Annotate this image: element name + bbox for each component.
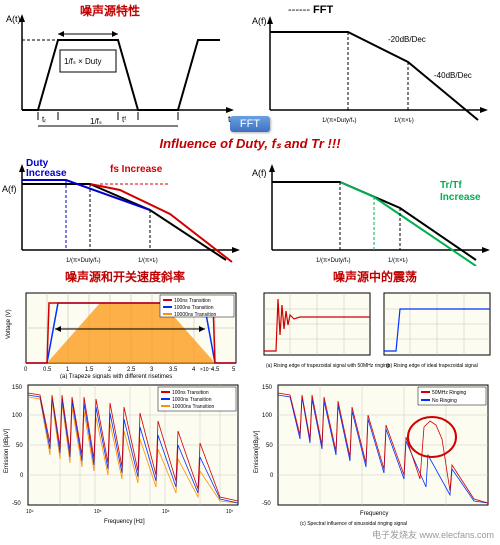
svg-text:5: 5 (232, 367, 236, 373)
svg-text:150: 150 (12, 385, 23, 391)
trap-ylabel: Voltage (V) (6, 309, 12, 339)
ringing-chart: (a) Rising edge of trapezoidal signal wi… (250, 287, 500, 379)
trtf-label: Tr/Tf (440, 180, 462, 191)
fft-envelope-panel: ------ FFT A(f) -20dB/Dec -40dB/Dec 1/(π… (248, 0, 500, 128)
tr-label: tᵣ (42, 115, 46, 124)
trapezoid-time-chart: A(t) t tᵣ tᶠ 1/fₛ 1/fₛ × Duty (0, 0, 248, 128)
af-label-2: A(f) (2, 184, 17, 194)
sl-leg2: 10000ns Transition (172, 404, 214, 410)
leg-10000ns: 10000ns Transition (174, 312, 216, 318)
svg-text:1: 1 (66, 367, 70, 373)
sl-xlabel: Frequency [Hz] (104, 519, 145, 525)
trapeze-chart: 100ns Transition 1000ns Transition 10000… (0, 287, 250, 379)
svg-text:10⁶: 10⁶ (162, 509, 170, 515)
sr-ylabel: Emission[dBµV] (254, 430, 260, 473)
duty-label-2: Increase (26, 168, 67, 179)
svg-text:150: 150 (262, 385, 273, 391)
ringing-panel: (a) Rising edge of trapezoidal signal wi… (250, 287, 500, 379)
fs-label: fs Increase (110, 164, 163, 175)
svg-text:10⁷: 10⁷ (226, 509, 234, 515)
xtick1: 1/(π×Duty/fₛ) (322, 118, 357, 124)
svg-text:10⁵: 10⁵ (94, 509, 102, 515)
sl-leg0: 100ns Transition (172, 390, 209, 396)
svg-text:0: 0 (20, 473, 24, 479)
duty-fs-chart: A(f) Duty Increase fs Increase 1/(π×Duty… (0, 154, 250, 266)
ring-cap-b: (b) Rising edge of ideal trapezoidal sig… (386, 363, 478, 369)
sl-ylabel: Emission [dBµV] (4, 429, 10, 473)
svg-text:0: 0 (24, 367, 28, 373)
trtf-label-2: Increase (440, 192, 481, 203)
af-label: A(f) (252, 16, 267, 26)
ml-xtick2: 1/(π×tᵣ) (138, 258, 158, 264)
trapeze-panel: 100ns Transition 1000ns Transition 10000… (0, 287, 250, 379)
watermark: 电子发烧友 www.elecfans.com (372, 528, 494, 541)
svg-text:-50: -50 (262, 501, 271, 507)
spectrum-right-chart: 50MHz Ringing No Ringing 150 100 50 0 -50 Em… (250, 379, 500, 529)
svg-text:0.5: 0.5 (43, 367, 52, 373)
ml-xtick1: 1/(π×Duty/fₛ) (66, 258, 101, 264)
tf-label: tᶠ (122, 115, 126, 124)
svg-text:2: 2 (108, 367, 112, 373)
svg-text:-50: -50 (12, 501, 21, 507)
af-label-3: A(f) (252, 168, 267, 178)
sr-xlabel: Frequency (360, 511, 388, 517)
svg-text:2.5: 2.5 (127, 367, 136, 373)
tr-tf-panel: A(f) Tr/Tf Increase 1/(π×Duty/fₛ) 1/(π×t… (250, 154, 500, 266)
tr-tf-chart: A(f) Tr/Tf Increase 1/(π×Duty/fₛ) 1/(π×t… (250, 154, 500, 266)
leg-1000ns: 1000ns Transition (174, 305, 214, 311)
svg-text:3.5: 3.5 (169, 367, 178, 373)
spectrum-left-chart: 100ns Transition 1000ns Transition 10000… (0, 379, 250, 529)
noise-source-time-panel: 噪声源特性 A(t) t tᵣ tᶠ 1/fₛ 1/ (0, 0, 248, 128)
spectrum-right-panel: 50MHz Ringing No Ringing 150 100 50 0 -50 Em… (250, 379, 500, 529)
sl-leg1: 1000ns Transition (172, 397, 212, 403)
svg-text:0: 0 (270, 473, 274, 479)
fft-envelope-chart: A(f) -20dB/Dec -40dB/Dec 1/(π×Duty/fₛ) 1… (248, 0, 500, 128)
svg-text:3: 3 (150, 367, 154, 373)
main-title: Influence of Duty, fₛ and Tr !!! (0, 134, 500, 154)
sr-leg0: 50MHz Ringing (432, 390, 466, 396)
leg-100ns: 100ns Transition (174, 298, 211, 304)
period-label: 1/fₛ (90, 117, 102, 126)
section-left-title: 噪声源和开关速度斜率 (0, 268, 250, 285)
sr-caption: (c) Spectral influence of sinusoidal rin… (300, 521, 407, 527)
y-axis-label: A(t) (6, 14, 21, 24)
section-right-title: 噪声源中的震荡 (250, 268, 500, 285)
fft-text: FFT (313, 4, 333, 16)
svg-text:50: 50 (16, 443, 23, 449)
xtick2: 1/(π×tᵣ) (394, 118, 414, 124)
svg-text:100: 100 (12, 413, 23, 419)
slope-40db: -40dB/Dec (434, 71, 472, 80)
spectrum-left-panel: 100ns Transition 1000ns Transition 10000… (0, 379, 250, 529)
svg-text:×10⁻⁵: ×10⁻⁵ (200, 367, 213, 373)
svg-text:50: 50 (266, 443, 273, 449)
duty-fs-panel: A(f) Duty Increase fs Increase 1/(π×Duty… (0, 154, 250, 266)
ring-cap-a: (a) Rising edge of trapezoidal signal wi… (266, 363, 390, 369)
mr-xtick2: 1/(π×tᵣ) (388, 258, 408, 264)
svg-text:1.5: 1.5 (85, 367, 94, 373)
duty-formula: 1/fₛ × Duty (64, 57, 101, 66)
fft-dashes: ------ (288, 4, 310, 16)
x-axis-label: t (228, 114, 231, 124)
svg-text:4: 4 (192, 367, 196, 373)
slope-20db: -20dB/Dec (388, 35, 426, 44)
svg-text:100: 100 (262, 413, 273, 419)
svg-text:10⁴: 10⁴ (26, 509, 34, 515)
sr-leg1: No Ringing (432, 398, 457, 404)
mr-xtick1: 1/(π×Duty/fₛ) (316, 258, 351, 264)
noise-source-title: 噪声源特性 (80, 2, 140, 19)
